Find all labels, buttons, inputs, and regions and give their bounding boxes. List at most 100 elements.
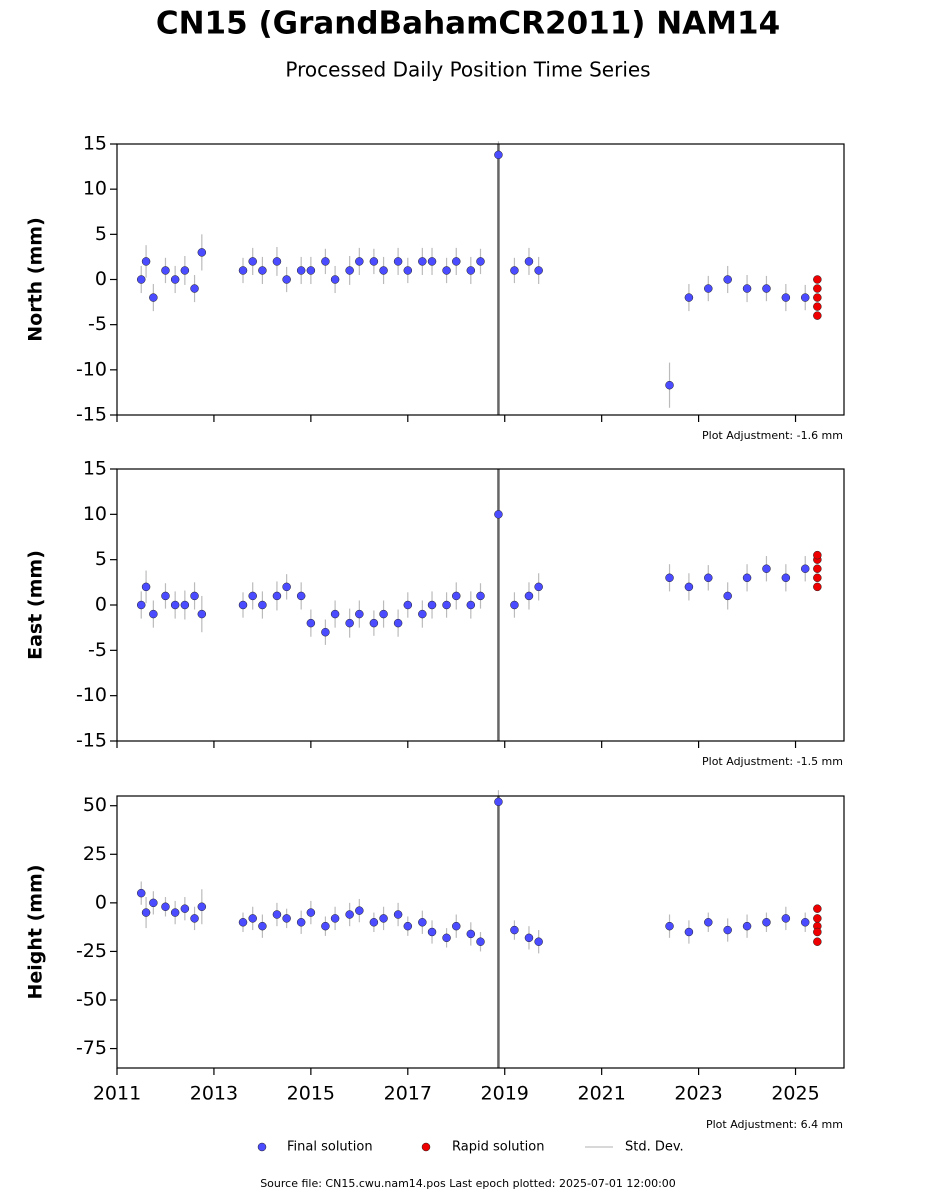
point	[510, 600, 519, 610]
point	[296, 918, 306, 927]
x-tick-label: 2019	[481, 1083, 529, 1105]
point	[723, 591, 732, 601]
point	[149, 898, 158, 908]
point	[136, 600, 146, 610]
point	[442, 600, 451, 610]
point	[476, 591, 485, 601]
point	[476, 937, 485, 946]
y-tick-label: -10	[76, 358, 107, 380]
point	[813, 582, 822, 592]
point	[813, 904, 822, 913]
point	[427, 257, 437, 266]
y-tick-label: 10	[83, 178, 107, 200]
point	[665, 573, 674, 583]
point	[180, 266, 190, 275]
point	[369, 257, 379, 266]
point	[813, 275, 822, 284]
point	[330, 275, 340, 284]
point	[704, 284, 713, 293]
point	[813, 573, 822, 583]
point	[248, 257, 257, 266]
y-tick-label: -5	[88, 639, 107, 661]
x-tick-label: 2023	[674, 1083, 722, 1105]
point	[813, 937, 822, 946]
point	[379, 609, 388, 619]
point	[321, 921, 330, 931]
point	[442, 933, 451, 943]
point	[510, 925, 519, 935]
point	[813, 550, 822, 560]
point	[466, 929, 476, 939]
point	[190, 284, 199, 293]
point	[136, 888, 146, 898]
point	[418, 257, 427, 266]
point	[321, 257, 330, 266]
legend-rapid: Rapid solution	[452, 1140, 544, 1155]
point	[345, 618, 354, 628]
point	[258, 921, 267, 931]
point	[238, 918, 248, 927]
y-tick-label: 0	[95, 594, 107, 616]
point	[534, 937, 543, 946]
y-tick-label: 5	[95, 223, 107, 245]
point	[742, 284, 752, 293]
point	[534, 582, 543, 592]
point	[781, 293, 791, 302]
point	[723, 275, 732, 284]
point	[379, 914, 388, 923]
x-tick-label: 2013	[190, 1083, 238, 1105]
point	[180, 600, 190, 610]
x-tick-label: 2017	[384, 1083, 432, 1105]
point	[248, 914, 257, 923]
point	[170, 600, 180, 610]
point	[258, 600, 267, 610]
y-tick-label: 0	[95, 268, 107, 290]
title: CN15 (GrandBahamCR2011) NAM14	[156, 6, 780, 42]
plot-adjustment: Plot Adjustment: -1.5 mm	[702, 755, 843, 768]
point	[330, 609, 340, 619]
point	[466, 266, 476, 275]
y-tick-label: 25	[83, 843, 107, 865]
y-tick-label: 0	[95, 891, 107, 913]
point	[665, 921, 674, 931]
x-tick-label: 2025	[771, 1083, 819, 1105]
point	[282, 275, 291, 284]
y-tick-label: 5	[95, 548, 107, 570]
point	[393, 910, 403, 919]
point	[684, 293, 694, 302]
x-tick-label: 2011	[93, 1083, 141, 1105]
point	[427, 927, 437, 937]
point	[813, 284, 822, 293]
y-tick-label: 10	[83, 503, 107, 525]
point	[141, 257, 151, 266]
y-axis-label: East (mm)	[25, 550, 47, 660]
point	[418, 918, 427, 927]
y-tick-label: 15	[83, 458, 107, 480]
point	[452, 257, 461, 266]
point	[494, 150, 503, 160]
footer: Source file: CN15.cwu.nam14.pos Last epo…	[260, 1177, 676, 1190]
point	[534, 266, 543, 275]
point	[762, 284, 771, 293]
point	[355, 609, 364, 619]
point	[136, 275, 146, 284]
point	[704, 573, 713, 583]
point	[379, 266, 388, 275]
point	[476, 257, 485, 266]
point	[403, 600, 413, 610]
point	[813, 927, 822, 937]
point	[306, 618, 316, 628]
point	[238, 600, 248, 610]
point	[190, 591, 199, 601]
point	[197, 902, 207, 911]
point	[345, 910, 354, 919]
y-tick-label: -15	[76, 730, 107, 752]
point	[197, 609, 207, 619]
point	[781, 573, 791, 583]
point	[282, 582, 291, 592]
point	[813, 293, 822, 302]
x-tick-label: 2015	[287, 1083, 335, 1105]
point	[524, 257, 534, 266]
point	[427, 600, 437, 610]
